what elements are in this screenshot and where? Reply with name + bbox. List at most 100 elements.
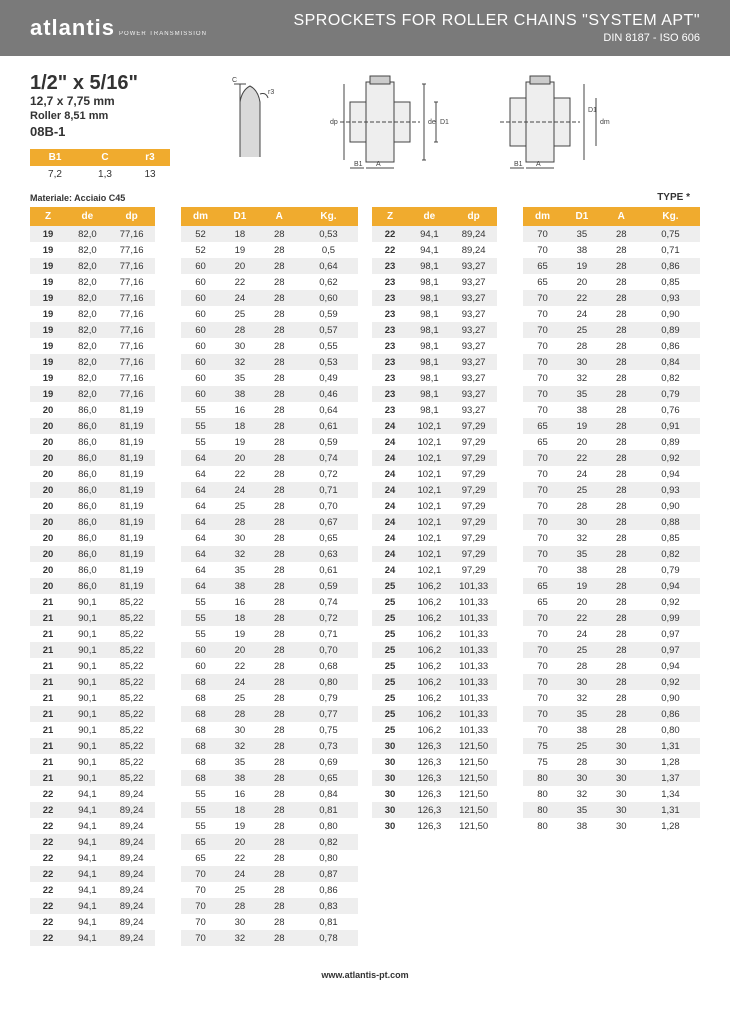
table-cell: [497, 482, 523, 498]
table-cell: 18: [220, 802, 259, 818]
table-cell: 0,5: [299, 242, 358, 258]
table-cell: [497, 690, 523, 706]
table-cell: 28: [602, 434, 641, 450]
table-cell: 77,16: [109, 322, 155, 338]
table-row: 30126,3121,507525301,31: [372, 738, 700, 754]
table-cell: 32: [562, 690, 601, 706]
table-cell: 28: [602, 322, 641, 338]
table-cell: 0,83: [299, 898, 358, 914]
table-cell: [155, 338, 181, 354]
table-cell: 20: [30, 546, 66, 562]
table-cell: 70: [523, 322, 562, 338]
table-cell: 97,29: [451, 562, 497, 578]
table-cell: 28: [260, 930, 299, 946]
table-cell: 25: [562, 482, 601, 498]
table-row: 2398,193,276520280,85: [372, 274, 700, 290]
table-cell: 101,33: [451, 626, 497, 642]
table-cell: [155, 882, 181, 898]
table-cell: 85,22: [109, 610, 155, 626]
table-cell: 93,27: [451, 322, 497, 338]
table-cell: 28: [602, 386, 641, 402]
table-cell: 28: [602, 530, 641, 546]
table-cell: 28: [220, 514, 259, 530]
table-row: 25106,2101,337038280,80: [372, 722, 700, 738]
table-cell: 0,53: [299, 354, 358, 370]
mini-td: 7,2: [30, 166, 80, 183]
table-cell: 77,16: [109, 226, 155, 242]
table-row: 2294,189,246522280,80: [30, 850, 358, 866]
table-row: 2086,081,196422280,72: [30, 466, 358, 482]
table-cell: [497, 242, 523, 258]
table-cell: 121,50: [451, 786, 497, 802]
table-cell: 86,0: [66, 578, 109, 594]
table-cell: 28: [562, 658, 601, 674]
table-cell: 70: [523, 354, 562, 370]
table-cell: 24: [562, 466, 601, 482]
table-cell: [155, 530, 181, 546]
col-header: Z: [372, 207, 408, 226]
table-cell: 65: [523, 258, 562, 274]
table-cell: 60: [181, 386, 220, 402]
svg-text:A: A: [536, 161, 541, 168]
table-cell: 19: [220, 626, 259, 642]
table-cell: 20: [30, 450, 66, 466]
table-cell: 30: [372, 770, 408, 786]
table-cell: 0,59: [299, 434, 358, 450]
table-row: 2086,081,196428280,67: [30, 514, 358, 530]
table-cell: [497, 610, 523, 626]
mini-td: 1,3: [80, 166, 130, 183]
table-cell: 81,19: [109, 482, 155, 498]
table-cell: [497, 562, 523, 578]
table-cell: 20: [562, 274, 601, 290]
mini-th: C: [80, 149, 130, 166]
table-cell: [497, 786, 523, 802]
table-cell: 28: [602, 722, 641, 738]
table-cell: [155, 786, 181, 802]
table-cell: [155, 850, 181, 866]
table-cell: 28: [602, 418, 641, 434]
table-row: 2398,193,277030280,84: [372, 354, 700, 370]
table-cell: 28: [260, 786, 299, 802]
footer-url: www.atlantis-pt.com: [0, 956, 730, 988]
table-cell: 0,80: [299, 674, 358, 690]
table-cell: 0,75: [641, 226, 700, 242]
table-cell: 0,90: [641, 498, 700, 514]
table-cell: 23: [372, 274, 408, 290]
logo-subtitle: POWER TRANSMISSION: [119, 31, 207, 37]
table-cell: 25: [562, 642, 601, 658]
header-titles: SPROCKETS FOR ROLLER CHAINS "SYSTEM APT"…: [293, 12, 700, 44]
table-cell: 68: [181, 770, 220, 786]
table-cell: 28: [220, 898, 259, 914]
table-cell: 0,93: [641, 482, 700, 498]
table-cell: 82,0: [66, 258, 109, 274]
table-cell: 1,28: [641, 818, 700, 834]
table-row: 2398,193,277022280,93: [372, 290, 700, 306]
table-cell: 21: [30, 690, 66, 706]
table-cell: 20: [220, 450, 259, 466]
table-row: 25106,2101,337035280,86: [372, 706, 700, 722]
table-cell: 35: [220, 370, 259, 386]
table-cell: 21: [30, 610, 66, 626]
table-cell: 77,16: [109, 354, 155, 370]
table-cell: 85,22: [109, 642, 155, 658]
table-cell: 60: [181, 322, 220, 338]
table-cell: 0,78: [299, 930, 358, 946]
table-cell: 94,1: [408, 226, 451, 242]
table-cell: 102,1: [408, 434, 451, 450]
table-cell: 70: [523, 386, 562, 402]
table-row: 30126,3121,507528301,28: [372, 754, 700, 770]
table-cell: 55: [181, 786, 220, 802]
table-cell: 20: [30, 562, 66, 578]
table-cell: 23: [372, 290, 408, 306]
data-tables: ZdedpdmD1AKg.1982,077,165218280,531982,0…: [30, 207, 700, 946]
table-cell: 60: [181, 658, 220, 674]
table-cell: 28: [260, 898, 299, 914]
spec-roller: Roller 8,51 mm: [30, 110, 190, 122]
table-cell: 98,1: [408, 370, 451, 386]
table-cell: 60: [181, 642, 220, 658]
table-cell: [155, 706, 181, 722]
table-cell: 126,3: [408, 754, 451, 770]
table-row: 25106,2101,336520280,92: [372, 594, 700, 610]
table-cell: 55: [181, 818, 220, 834]
table-cell: 19: [30, 370, 66, 386]
